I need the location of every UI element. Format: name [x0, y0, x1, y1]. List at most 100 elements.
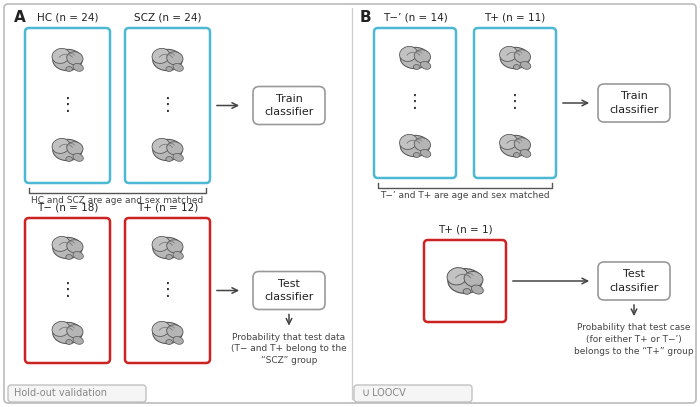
- Ellipse shape: [463, 289, 470, 294]
- Ellipse shape: [66, 157, 72, 162]
- FancyBboxPatch shape: [354, 385, 472, 402]
- FancyBboxPatch shape: [25, 28, 110, 183]
- Ellipse shape: [166, 254, 172, 260]
- Ellipse shape: [400, 46, 417, 61]
- FancyBboxPatch shape: [474, 28, 556, 178]
- FancyBboxPatch shape: [25, 218, 110, 363]
- FancyBboxPatch shape: [424, 240, 506, 322]
- FancyBboxPatch shape: [125, 28, 210, 183]
- Ellipse shape: [52, 138, 70, 153]
- Ellipse shape: [414, 65, 420, 70]
- Text: HC (n = 24): HC (n = 24): [36, 13, 98, 23]
- Ellipse shape: [152, 322, 170, 337]
- Ellipse shape: [173, 337, 183, 344]
- Ellipse shape: [521, 149, 531, 157]
- Text: T−’ and T+ are age and sex matched: T−’ and T+ are age and sex matched: [380, 191, 550, 200]
- Ellipse shape: [514, 138, 531, 151]
- Ellipse shape: [414, 138, 430, 151]
- Ellipse shape: [73, 337, 83, 344]
- Text: Probability that test data
(T− and T+ belong to the
“SCZ” group: Probability that test data (T− and T+ be…: [231, 333, 347, 365]
- Ellipse shape: [52, 322, 70, 337]
- Text: T−’ (n = 14): T−’ (n = 14): [383, 13, 447, 23]
- Ellipse shape: [514, 50, 531, 63]
- Ellipse shape: [153, 139, 182, 161]
- Ellipse shape: [52, 322, 83, 344]
- Text: Probability that test case
(for either T+ or T−’)
belongs to the “T+” group: Probability that test case (for either T…: [574, 323, 694, 356]
- Text: T+ (n = 12): T+ (n = 12): [137, 203, 198, 213]
- Text: Test
classifier: Test classifier: [265, 279, 314, 302]
- Ellipse shape: [152, 138, 170, 153]
- Ellipse shape: [73, 153, 83, 161]
- Ellipse shape: [52, 49, 83, 71]
- FancyBboxPatch shape: [598, 84, 670, 122]
- Ellipse shape: [66, 67, 72, 72]
- Text: HC and SCZ are age and sex matched: HC and SCZ are age and sex matched: [32, 196, 204, 205]
- Text: Hold-out validation: Hold-out validation: [14, 389, 107, 398]
- Ellipse shape: [66, 339, 72, 344]
- Text: SCZ (n = 24): SCZ (n = 24): [134, 13, 202, 23]
- Ellipse shape: [400, 47, 430, 69]
- Ellipse shape: [500, 134, 517, 149]
- Ellipse shape: [153, 49, 182, 71]
- Text: ∪: ∪: [362, 389, 370, 398]
- Ellipse shape: [166, 67, 172, 72]
- Ellipse shape: [500, 46, 517, 61]
- Ellipse shape: [166, 339, 172, 344]
- Ellipse shape: [500, 47, 530, 69]
- Ellipse shape: [414, 50, 430, 63]
- FancyBboxPatch shape: [253, 271, 325, 309]
- Text: ⋮: ⋮: [406, 93, 424, 111]
- Ellipse shape: [400, 136, 430, 157]
- Text: ⋮: ⋮: [506, 93, 524, 111]
- FancyBboxPatch shape: [125, 218, 210, 363]
- Ellipse shape: [152, 236, 170, 252]
- Ellipse shape: [52, 48, 70, 63]
- Ellipse shape: [73, 63, 83, 71]
- Ellipse shape: [471, 285, 483, 294]
- Ellipse shape: [173, 63, 183, 71]
- Ellipse shape: [52, 236, 70, 252]
- Text: T+ (n = 11): T+ (n = 11): [484, 13, 545, 23]
- Text: Train
classifier: Train classifier: [609, 92, 659, 115]
- Text: Test
classifier: Test classifier: [609, 269, 659, 293]
- Ellipse shape: [66, 240, 83, 253]
- Ellipse shape: [513, 65, 520, 70]
- Text: LOOCV: LOOCV: [372, 389, 406, 398]
- Ellipse shape: [167, 142, 183, 155]
- Ellipse shape: [500, 136, 530, 157]
- Ellipse shape: [173, 153, 183, 161]
- FancyBboxPatch shape: [598, 262, 670, 300]
- Ellipse shape: [52, 139, 83, 161]
- Ellipse shape: [166, 157, 172, 162]
- FancyBboxPatch shape: [253, 87, 325, 125]
- Ellipse shape: [152, 48, 170, 63]
- Ellipse shape: [73, 252, 83, 259]
- Ellipse shape: [66, 325, 83, 338]
- Ellipse shape: [66, 52, 83, 65]
- Ellipse shape: [448, 269, 482, 293]
- FancyBboxPatch shape: [8, 385, 146, 402]
- Text: ⋮: ⋮: [158, 281, 176, 299]
- Ellipse shape: [66, 142, 83, 155]
- Ellipse shape: [167, 325, 183, 338]
- Ellipse shape: [421, 61, 430, 69]
- Text: B: B: [360, 11, 372, 26]
- Text: T− (n = 18): T− (n = 18): [37, 203, 98, 213]
- Ellipse shape: [153, 322, 182, 344]
- Text: T+ (n = 1): T+ (n = 1): [438, 225, 492, 235]
- Ellipse shape: [52, 237, 83, 259]
- Ellipse shape: [464, 271, 483, 287]
- Ellipse shape: [153, 237, 182, 259]
- Ellipse shape: [173, 252, 183, 259]
- FancyBboxPatch shape: [374, 28, 456, 178]
- Text: Train
classifier: Train classifier: [265, 94, 314, 117]
- Ellipse shape: [167, 52, 183, 65]
- Ellipse shape: [66, 254, 72, 260]
- Ellipse shape: [513, 153, 520, 158]
- Text: A: A: [14, 11, 26, 26]
- Text: ⋮: ⋮: [59, 96, 76, 114]
- Text: ⋮: ⋮: [59, 281, 76, 299]
- Ellipse shape: [167, 240, 183, 253]
- Ellipse shape: [400, 134, 417, 149]
- Ellipse shape: [421, 149, 430, 157]
